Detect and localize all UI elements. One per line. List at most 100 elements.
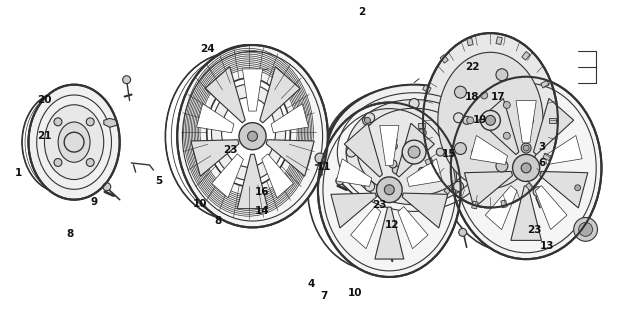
- Polygon shape: [398, 207, 428, 249]
- Circle shape: [418, 167, 426, 175]
- Polygon shape: [511, 186, 541, 240]
- Text: 22: 22: [465, 62, 479, 72]
- Text: 20: 20: [38, 95, 52, 105]
- Bar: [496, 37, 502, 44]
- Circle shape: [409, 99, 419, 108]
- Polygon shape: [402, 193, 448, 228]
- Circle shape: [86, 158, 94, 166]
- Circle shape: [402, 140, 426, 164]
- Bar: [422, 85, 431, 92]
- Text: 2: 2: [359, 7, 366, 18]
- Text: 23: 23: [224, 146, 238, 156]
- Text: 15: 15: [441, 149, 456, 159]
- Ellipse shape: [327, 85, 501, 220]
- Polygon shape: [545, 135, 582, 164]
- Polygon shape: [212, 154, 243, 198]
- Circle shape: [364, 117, 371, 123]
- Polygon shape: [479, 99, 519, 155]
- Circle shape: [365, 181, 374, 191]
- Circle shape: [574, 218, 598, 241]
- Text: 5: 5: [155, 176, 162, 186]
- Text: 11: 11: [316, 162, 331, 172]
- Circle shape: [521, 143, 531, 153]
- Circle shape: [467, 117, 474, 124]
- Polygon shape: [262, 154, 293, 198]
- Text: 12: 12: [384, 220, 399, 230]
- Circle shape: [521, 163, 531, 173]
- Ellipse shape: [318, 102, 461, 277]
- Text: 19: 19: [472, 115, 487, 125]
- Bar: [543, 153, 551, 161]
- Circle shape: [481, 92, 488, 99]
- Bar: [425, 158, 433, 165]
- Circle shape: [481, 142, 488, 149]
- Circle shape: [496, 160, 508, 172]
- Circle shape: [389, 142, 398, 150]
- Circle shape: [572, 183, 582, 193]
- Circle shape: [384, 185, 394, 195]
- Polygon shape: [464, 172, 512, 208]
- Circle shape: [103, 183, 111, 191]
- Circle shape: [503, 101, 510, 108]
- Circle shape: [459, 228, 467, 236]
- Polygon shape: [260, 67, 300, 123]
- Bar: [549, 118, 556, 123]
- Ellipse shape: [177, 45, 328, 228]
- Bar: [541, 81, 549, 88]
- Bar: [501, 200, 507, 208]
- Ellipse shape: [222, 97, 276, 167]
- Circle shape: [522, 114, 534, 126]
- Polygon shape: [396, 123, 434, 177]
- Circle shape: [389, 136, 397, 144]
- Bar: [444, 186, 452, 194]
- Circle shape: [503, 132, 510, 139]
- Circle shape: [376, 177, 402, 203]
- Ellipse shape: [29, 85, 120, 200]
- Polygon shape: [205, 67, 245, 123]
- Circle shape: [454, 181, 464, 191]
- Polygon shape: [266, 140, 314, 176]
- Circle shape: [54, 158, 62, 166]
- Circle shape: [454, 143, 466, 155]
- Ellipse shape: [211, 84, 286, 180]
- Text: 13: 13: [539, 241, 554, 251]
- Text: 17: 17: [491, 92, 506, 101]
- Bar: [467, 38, 473, 46]
- Ellipse shape: [207, 78, 291, 186]
- Polygon shape: [104, 118, 117, 127]
- Circle shape: [418, 129, 426, 137]
- Text: 10: 10: [348, 288, 362, 298]
- Bar: [418, 123, 425, 128]
- Polygon shape: [380, 125, 399, 166]
- Polygon shape: [351, 207, 381, 249]
- Circle shape: [336, 177, 344, 185]
- Ellipse shape: [44, 105, 104, 180]
- Polygon shape: [336, 159, 372, 187]
- Bar: [526, 182, 534, 191]
- Circle shape: [462, 116, 471, 124]
- Text: 10: 10: [192, 199, 207, 209]
- Circle shape: [486, 116, 496, 125]
- Circle shape: [365, 113, 374, 123]
- Circle shape: [346, 147, 356, 157]
- Polygon shape: [485, 186, 517, 229]
- Polygon shape: [516, 100, 536, 143]
- Bar: [472, 201, 478, 209]
- Bar: [522, 52, 530, 60]
- Circle shape: [409, 196, 419, 205]
- Text: 9: 9: [91, 197, 98, 207]
- Polygon shape: [407, 159, 442, 187]
- Polygon shape: [535, 186, 567, 229]
- Ellipse shape: [58, 122, 90, 162]
- Text: 24: 24: [200, 44, 214, 54]
- Text: 6: 6: [538, 158, 546, 168]
- Text: 14: 14: [254, 206, 269, 216]
- Circle shape: [512, 154, 540, 181]
- Text: 16: 16: [254, 187, 269, 197]
- Circle shape: [64, 132, 84, 152]
- Polygon shape: [238, 154, 268, 209]
- Text: 3: 3: [538, 142, 546, 152]
- Circle shape: [86, 118, 94, 126]
- Text: 8: 8: [66, 228, 73, 239]
- Circle shape: [239, 123, 266, 150]
